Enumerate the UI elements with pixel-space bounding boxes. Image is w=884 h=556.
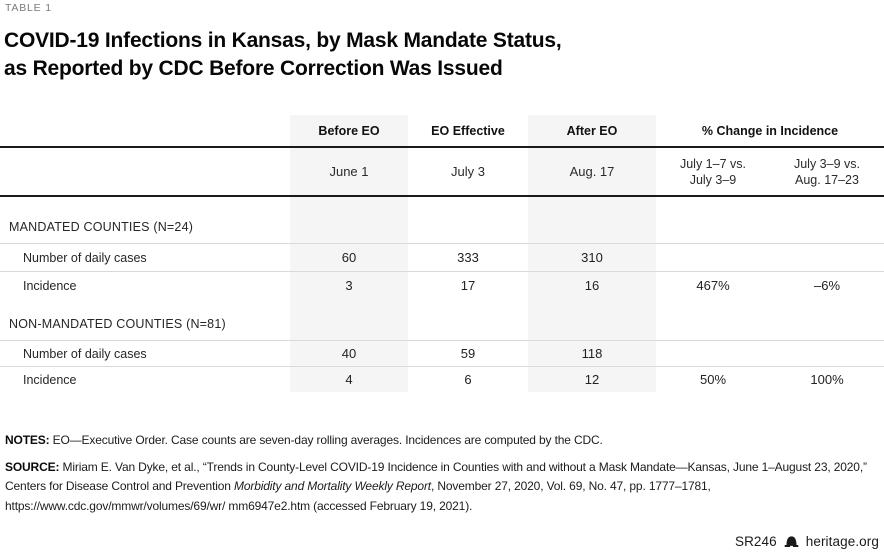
table-cell: 12	[528, 367, 656, 392]
table-row: Incidence 4 6 12 50% 100%	[0, 367, 884, 392]
row-label: Incidence	[23, 278, 77, 293]
table-row: Number of daily cases 60 333 310	[0, 244, 884, 272]
table-cell	[656, 244, 770, 271]
liberty-bell-icon	[783, 534, 800, 549]
table-cell: 100%	[810, 372, 844, 387]
subheader-eo-effective-date: July 3	[451, 164, 485, 179]
row-label: Incidence	[23, 372, 77, 387]
notes-paragraph: NOTES: EO—Executive Order. Case counts a…	[5, 431, 881, 451]
table-cell	[656, 197, 770, 243]
subheader-after-eo-date: Aug. 17	[528, 148, 656, 195]
source-paragraph: SOURCE: Miriam E. Van Dyke, et al., “Tre…	[5, 458, 881, 517]
table-header-row: Before EO EO Effective After EO % Change…	[0, 115, 884, 148]
table-cell	[290, 197, 408, 243]
subheader-pct-range-1: July 1–7 vs. July 3–9	[679, 156, 746, 187]
table-cell: 40	[290, 341, 408, 366]
table-cell: 59	[460, 346, 476, 361]
page-title: COVID-19 Infections in Kansas, by Mask M…	[4, 27, 562, 83]
table-cell: 118	[528, 341, 656, 366]
subheader-pct-range-2: July 3–9 vs. Aug. 17–23	[793, 156, 860, 187]
table-row: Number of daily cases 40 59 118	[0, 341, 884, 367]
table-cell: 17	[460, 278, 476, 293]
table-cell: 50%	[699, 372, 727, 387]
source-text-2: , November 27, 2020, Vol. 69, No. 47, pp…	[5, 479, 711, 513]
page-footer: SR246 heritage.org	[735, 534, 879, 549]
table-cell: 310	[528, 244, 656, 271]
column-header-pct-change: % Change in Incidence	[701, 123, 839, 138]
table-cell: 16	[528, 272, 656, 299]
table-cell: 467%	[696, 278, 730, 293]
source-text-1: Miriam E. Van Dyke, et al., “Trends in C…	[5, 459, 867, 494]
table-cell	[0, 148, 290, 195]
data-table: Before EO EO Effective After EO % Change…	[0, 115, 884, 392]
table-cell	[770, 341, 884, 366]
column-header-after-eo: After EO	[528, 115, 656, 146]
section-label-mandated: MANDATED COUNTIES (N=24)	[9, 220, 194, 234]
table-cell: 3	[290, 272, 408, 299]
table-cell	[770, 244, 884, 271]
table-cell: –6%	[813, 278, 841, 293]
table-kicker-label: TABLE 1	[5, 2, 52, 14]
section-header-row: MANDATED COUNTIES (N=24)	[0, 197, 884, 244]
source-label: SOURCE:	[5, 459, 60, 474]
column-header-eo-effective: EO Effective	[431, 123, 505, 138]
table-cell	[770, 299, 884, 340]
table-cell	[770, 197, 884, 243]
table-cell	[528, 299, 656, 340]
page-title-line2: as Reported by CDC Before Correction Was…	[4, 57, 503, 80]
table-cell	[528, 197, 656, 243]
table-cell	[0, 115, 290, 146]
report-id: SR246	[734, 534, 777, 549]
heritage-url: heritage.org	[805, 534, 879, 549]
column-header-before-eo: Before EO	[290, 115, 408, 146]
page-title-line1: COVID-19 Infections in Kansas, by Mask M…	[4, 29, 562, 52]
notes-block: NOTES: EO—Executive Order. Case counts a…	[5, 431, 881, 523]
table-cell: 6	[464, 372, 472, 387]
table-row: Incidence 3 17 16 467% –6%	[0, 272, 884, 299]
table-cell: 60	[290, 244, 408, 271]
table-cell: 333	[457, 250, 479, 265]
source-journal-title: Morbidity and Mortality Weekly Report	[234, 479, 431, 494]
table-cell	[656, 299, 770, 340]
row-label: Number of daily cases	[23, 250, 147, 265]
table-cell	[408, 197, 528, 243]
notes-text: EO—Executive Order. Case counts are seve…	[49, 433, 603, 447]
table-cell	[408, 299, 528, 340]
section-header-row: NON-MANDATED COUNTIES (N=81)	[0, 299, 884, 341]
table-cell	[656, 341, 770, 366]
table-cell	[290, 299, 408, 340]
notes-label: NOTES:	[5, 433, 50, 447]
table-cell: 4	[290, 367, 408, 392]
table-subheader-row: June 1 July 3 Aug. 17 July 1–7 vs. July …	[0, 148, 884, 197]
subheader-before-eo-date: June 1	[290, 148, 408, 195]
row-label: Number of daily cases	[23, 346, 147, 361]
section-label-non-mandated: NON-MANDATED COUNTIES (N=81)	[9, 317, 226, 331]
